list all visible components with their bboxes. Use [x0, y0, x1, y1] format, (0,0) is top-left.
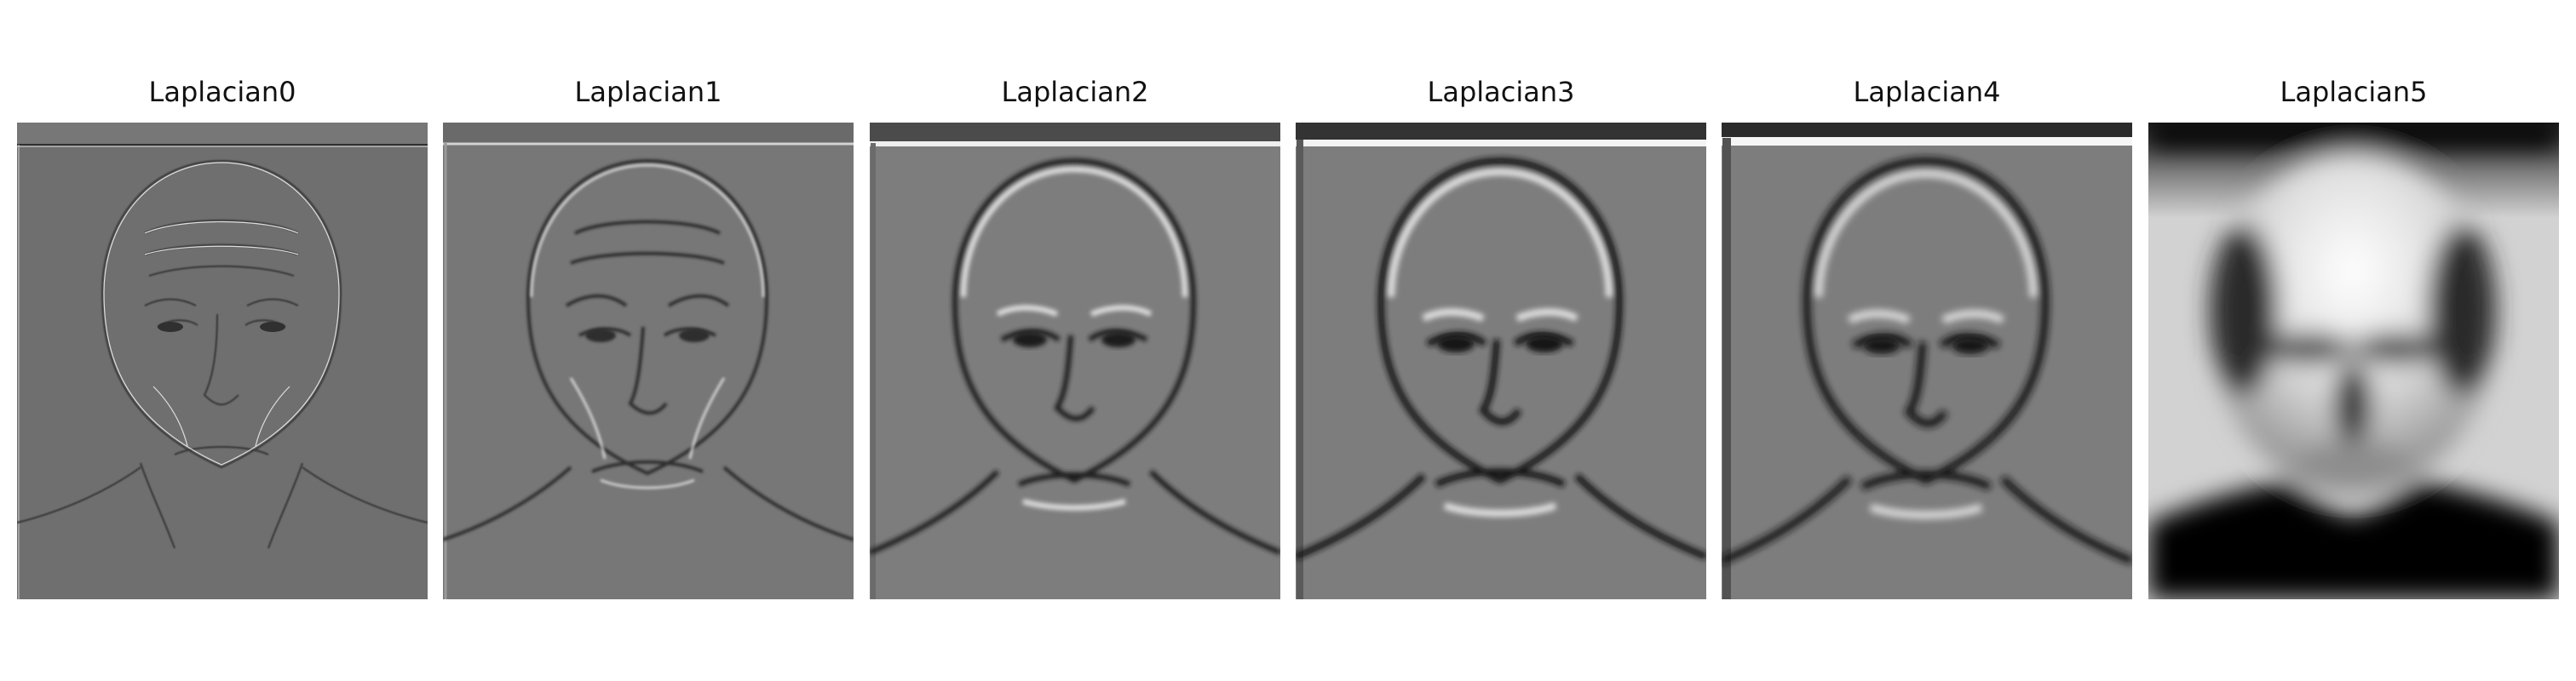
panel-laplacian0: Laplacian0 — [17, 75, 428, 599]
laplacian4-face-edge-map — [1722, 123, 2132, 599]
panel-laplacian1: Laplacian1 — [443, 75, 854, 599]
panel-laplacian2: Laplacian2 — [870, 75, 1280, 599]
panel-title: Laplacian4 — [1853, 76, 2001, 108]
panel-title: Laplacian0 — [148, 76, 296, 108]
laplacian5-image — [2148, 123, 2559, 599]
laplacian3-face-edge-map — [1296, 123, 1706, 599]
panel-laplacian5: Laplacian5 — [2148, 75, 2559, 599]
laplacian4-image — [1722, 123, 2132, 599]
panel-laplacian4: Laplacian4 — [1722, 75, 2132, 599]
laplacian1-face-edge-map — [443, 123, 854, 599]
laplacian3-image — [1296, 123, 1706, 599]
panel-title: Laplacian2 — [1001, 76, 1149, 108]
panel-laplacian3: Laplacian3 — [1296, 75, 1706, 599]
laplacian2-image — [870, 123, 1280, 599]
laplacian1-image — [443, 123, 854, 599]
panel-title: Laplacian1 — [574, 76, 722, 108]
laplacian0-image — [17, 123, 428, 599]
laplacian0-face-edge-map — [17, 123, 428, 599]
panel-title: Laplacian5 — [2280, 76, 2428, 108]
laplacian2-face-edge-map — [870, 123, 1280, 599]
laplacian5-blurred-face — [2148, 123, 2559, 599]
panel-title: Laplacian3 — [1427, 76, 1575, 108]
